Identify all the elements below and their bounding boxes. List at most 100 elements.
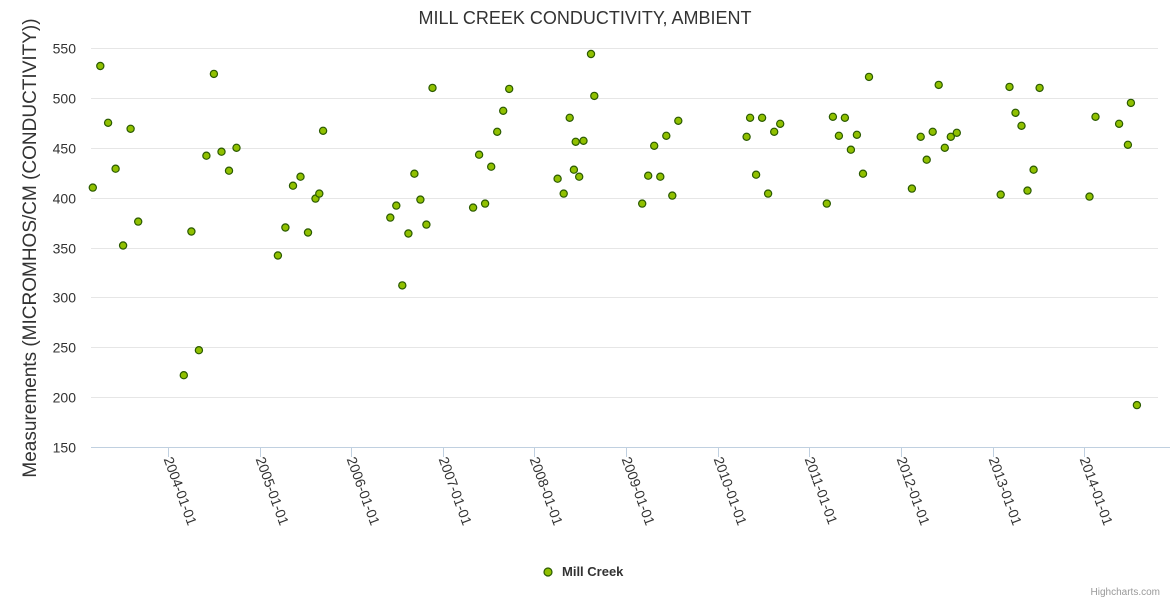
data-point[interactable] [103, 118, 113, 128]
data-point[interactable] [1029, 165, 1038, 174]
data-point[interactable] [499, 106, 508, 116]
data-point[interactable] [565, 113, 574, 123]
data-point[interactable] [315, 189, 324, 198]
data-point[interactable] [742, 132, 751, 141]
data-point[interactable] [650, 141, 659, 150]
data-point[interactable] [1114, 119, 1124, 129]
data-point[interactable] [1023, 186, 1032, 195]
data-point[interactable] [1126, 98, 1136, 108]
data-point[interactable] [590, 91, 599, 101]
data-point[interactable] [952, 128, 962, 137]
data-point[interactable] [202, 151, 211, 160]
data-point[interactable] [410, 169, 419, 178]
data-point[interactable] [638, 199, 647, 208]
legend[interactable]: Mill Creek [543, 564, 624, 579]
data-point[interactable] [392, 201, 401, 210]
data-point[interactable] [487, 162, 496, 171]
data-point[interactable] [1011, 108, 1020, 118]
data-point[interactable] [864, 72, 874, 82]
data-point[interactable] [751, 170, 761, 179]
data-point[interactable] [776, 119, 785, 129]
data-point[interactable] [916, 132, 925, 141]
data-point[interactable] [133, 217, 143, 226]
data-point[interactable] [281, 223, 290, 232]
data-point[interactable] [846, 145, 856, 154]
data-point[interactable] [118, 241, 128, 250]
x-tick-label: 2006-01-01 [344, 455, 384, 528]
data-point[interactable] [858, 169, 868, 178]
data-point[interactable] [296, 172, 305, 181]
data-point[interactable] [763, 189, 773, 198]
data-point[interactable] [179, 371, 188, 380]
data-point[interactable] [194, 346, 204, 355]
data-point[interactable] [386, 213, 395, 222]
data-point[interactable] [745, 113, 755, 123]
data-point[interactable] [575, 172, 584, 181]
data-point[interactable] [674, 116, 683, 126]
data-point[interactable] [428, 83, 437, 93]
data-point[interactable] [303, 228, 313, 237]
data-point[interactable] [668, 191, 677, 200]
data-point[interactable] [1005, 82, 1014, 92]
data-point[interactable] [644, 171, 653, 180]
data-point[interactable] [928, 127, 937, 136]
data-point[interactable] [922, 155, 931, 164]
data-point[interactable] [88, 183, 98, 192]
data-point[interactable] [126, 124, 135, 134]
data-point[interactable] [398, 281, 407, 290]
data-point[interactable] [586, 49, 596, 59]
data-point[interactable] [907, 184, 917, 193]
data-point[interactable] [569, 165, 579, 174]
data-point[interactable] [217, 147, 226, 156]
data-point[interactable] [852, 130, 862, 139]
data-point[interactable] [224, 166, 234, 175]
data-point[interactable] [656, 172, 665, 181]
data-point[interactable] [946, 132, 956, 141]
data-point[interactable] [288, 181, 298, 190]
data-point[interactable] [493, 127, 502, 136]
data-point[interactable] [505, 84, 514, 94]
data-point[interactable] [559, 189, 568, 198]
legend-item-mill-creek[interactable]: Mill Creek [562, 564, 624, 579]
x-tick-label: 2011-01-01 [802, 455, 841, 527]
data-point[interactable] [822, 199, 832, 208]
data-point[interactable] [318, 126, 328, 136]
data-point[interactable] [416, 195, 425, 204]
data-point[interactable] [404, 229, 413, 238]
data-point[interactable] [422, 220, 431, 229]
x-tick-label: 2014-01-01 [1077, 455, 1117, 528]
data-point[interactable] [468, 203, 478, 212]
data-point[interactable] [1123, 140, 1133, 149]
data-point[interactable] [662, 131, 671, 140]
data-point[interactable] [187, 227, 196, 236]
data-point[interactable] [770, 127, 779, 136]
data-point[interactable] [579, 136, 588, 145]
data-point[interactable] [209, 69, 219, 79]
data-point[interactable] [934, 80, 943, 90]
data-point[interactable] [834, 131, 844, 140]
data-point[interactable] [474, 150, 484, 159]
data-point[interactable] [553, 174, 562, 183]
data-point[interactable] [757, 113, 767, 123]
data-point[interactable] [1132, 400, 1142, 410]
data-point[interactable] [840, 113, 850, 123]
data-point[interactable] [1035, 83, 1044, 93]
data-point[interactable] [996, 190, 1005, 199]
data-point[interactable] [96, 61, 105, 71]
x-tick-label: 2009-01-01 [619, 455, 659, 528]
data-point[interactable] [480, 199, 490, 208]
y-tick-label: 450 [53, 141, 77, 157]
data-point[interactable] [232, 143, 241, 152]
data-point[interactable] [273, 251, 283, 260]
credits-link[interactable]: Highcharts.com [1091, 587, 1160, 598]
data-point[interactable] [1091, 112, 1100, 122]
data-point[interactable] [571, 137, 580, 146]
x-tick-label: 2008-01-01 [527, 455, 567, 528]
legend-marker-icon [543, 567, 553, 577]
data-point[interactable] [1085, 192, 1094, 201]
data-point[interactable] [111, 164, 120, 173]
data-point[interactable] [940, 143, 950, 152]
x-tick-label: 2013-01-01 [986, 455, 1026, 528]
data-point[interactable] [1017, 121, 1026, 131]
data-point[interactable] [828, 112, 838, 122]
